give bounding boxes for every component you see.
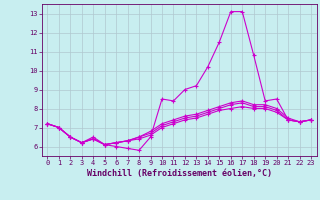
- X-axis label: Windchill (Refroidissement éolien,°C): Windchill (Refroidissement éolien,°C): [87, 169, 272, 178]
